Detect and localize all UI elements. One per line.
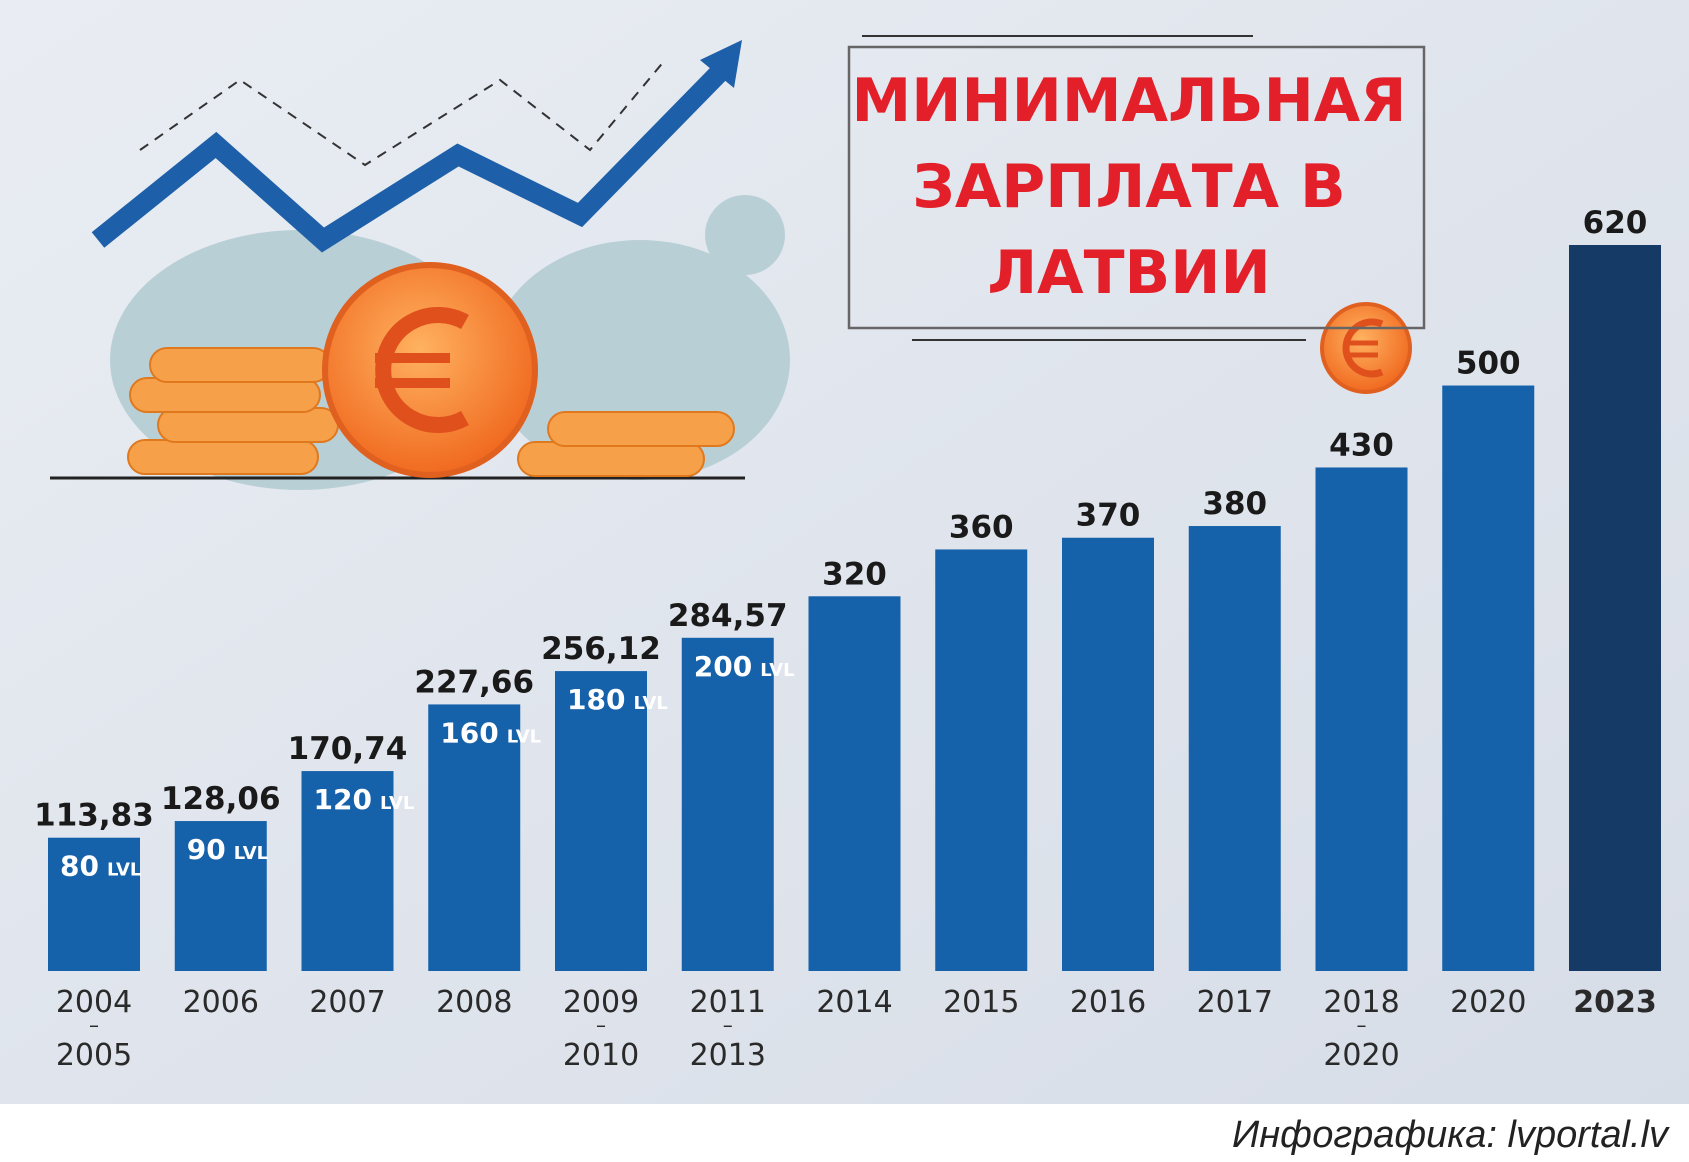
x-tick-label: 2007	[309, 985, 385, 1020]
lvl-unit: LVL	[507, 726, 541, 747]
footer-band	[0, 1104, 1689, 1162]
chart-title: ЗАРПЛАТА В	[912, 152, 1346, 222]
lvl-unit: LVL	[234, 843, 268, 864]
value-label: 170,74	[288, 731, 408, 767]
lvl-label: 200 LVL	[694, 650, 795, 683]
x-tick-label: 2014	[816, 985, 892, 1020]
bar	[681, 637, 774, 971]
chart-title: ЛАТВИИ	[987, 238, 1270, 308]
value-label: 370	[1076, 498, 1141, 534]
bar	[174, 821, 267, 971]
lvl-value: 200	[694, 650, 752, 683]
x-tick-label: 2008	[436, 985, 512, 1020]
decoration	[50, 40, 1412, 490]
x-tick-label: 2018–2020	[1323, 985, 1399, 1073]
x-tick-label: 2015	[943, 985, 1019, 1020]
value-label: 500	[1456, 346, 1521, 382]
x-tick-label: 2023	[1573, 985, 1657, 1020]
value-label: 360	[949, 509, 1014, 545]
value-label: 620	[1583, 205, 1648, 241]
title-box	[847, 45, 1426, 330]
value-label: 128,06	[161, 781, 281, 817]
lvl-value: 120	[314, 783, 372, 816]
bar	[1188, 526, 1281, 971]
lvl-label: 120 LVL	[314, 783, 415, 816]
lvl-unit: LVL	[760, 660, 794, 681]
bar	[48, 837, 140, 971]
bar	[1569, 245, 1661, 971]
x-tick-label: 2004–2005	[56, 985, 132, 1073]
x-tick-label: 2020	[1450, 985, 1526, 1020]
bar	[301, 771, 394, 971]
value-label: 320	[822, 556, 887, 592]
lvl-value: 180	[567, 683, 625, 716]
value-label: 256,12	[541, 631, 661, 667]
lvl-label: 160 LVL	[440, 716, 541, 749]
value-label: 227,66	[414, 664, 534, 700]
lvl-value: 80	[60, 850, 99, 883]
bar	[935, 549, 1028, 971]
bar	[1315, 467, 1408, 971]
lvl-value: 90	[187, 833, 226, 866]
value-label: 430	[1329, 427, 1394, 463]
value-label: 284,57	[668, 598, 788, 634]
lvl-label: 80 LVL	[60, 850, 141, 883]
value-label: 113,83	[34, 798, 154, 834]
x-tick-label: 2009–2010	[563, 985, 639, 1073]
bar	[1062, 537, 1154, 971]
lvl-unit: LVL	[380, 793, 414, 814]
lvl-unit: LVL	[107, 860, 141, 881]
x-tick-label: 2006	[183, 985, 259, 1020]
bar	[555, 671, 647, 971]
source: Инфографика: lvportal.lv	[1232, 1114, 1670, 1156]
chart-title: МИНИМАЛЬНАЯ	[852, 66, 1407, 136]
value-label: 380	[1202, 486, 1267, 522]
x-tick-label: 2017	[1197, 985, 1273, 1020]
x-tick-label: 2011–2013	[690, 985, 766, 1073]
bar	[808, 596, 901, 971]
x-tick-label: 2016	[1070, 985, 1146, 1020]
lvl-label: 90 LVL	[187, 833, 268, 866]
bar	[1442, 385, 1535, 972]
bar	[428, 704, 521, 971]
lvl-label: 180 LVL	[567, 683, 668, 716]
lvl-value: 160	[440, 716, 498, 749]
lvl-unit: LVL	[633, 693, 667, 714]
